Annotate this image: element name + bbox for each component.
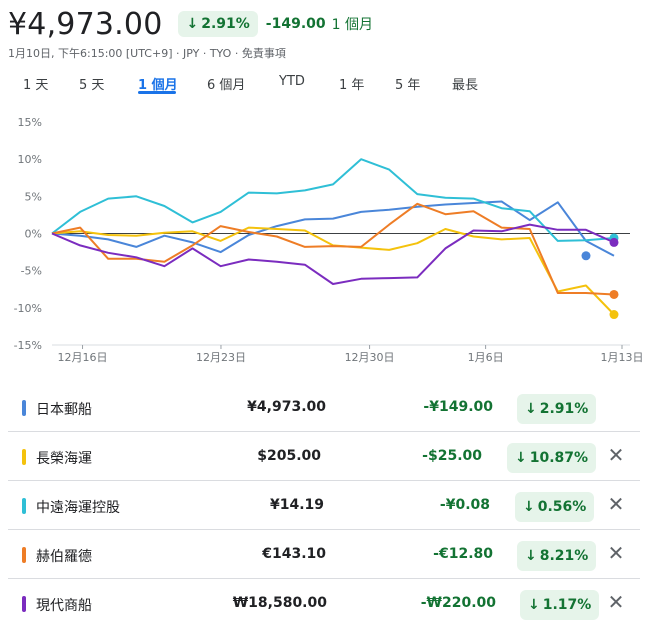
tab-max[interactable]: 最長 — [452, 78, 479, 93]
list-item[interactable]: 長榮海運 $205.00 -$25.00 ↓ 10.87% ✕ — [8, 432, 640, 481]
series-color-marker — [22, 547, 26, 563]
stock-price: ₩18,580.00 — [232, 595, 327, 611]
company-name: 中遠海運控股 — [36, 500, 120, 516]
stock-price: $205.00 — [257, 448, 321, 464]
x-tick-label: 12月16日 — [58, 351, 108, 364]
percent-change-badge: ↓ 8.21% — [517, 541, 597, 571]
quote-header: ¥4,973.00 ↓ 2.91% -149.00 1 個月 — [8, 4, 373, 44]
y-tick-label: -5% — [21, 265, 42, 278]
percent-change-value: 8.21% — [539, 548, 589, 564]
series-end-point — [609, 237, 619, 247]
series-end-point — [609, 310, 619, 320]
percent-change-badge: ↓ 2.91% — [178, 11, 258, 37]
percent-change-badge: ↓ 0.56% — [515, 492, 595, 522]
x-tick-label: 12月30日 — [345, 351, 395, 364]
list-item[interactable]: 現代商船 ₩18,580.00 -₩220.00 ↓ 1.17% ✕ — [8, 579, 640, 627]
price-change: -¥149.00 — [423, 399, 493, 415]
series-color-marker — [22, 498, 26, 514]
price-change: -₩220.00 — [420, 595, 496, 611]
company-name: 赫伯羅德 — [36, 549, 92, 565]
series-end-point — [609, 289, 619, 299]
y-tick-label: -15% — [14, 339, 42, 352]
price-change: -¥0.08 — [439, 497, 490, 513]
active-tab-indicator — [138, 91, 176, 94]
tab-1-year[interactable]: 1 年 — [339, 78, 365, 93]
percent-change-value: 10.87% — [529, 450, 589, 466]
period-label: 1 個月 — [331, 17, 373, 33]
tab-ytd[interactable]: YTD — [279, 74, 305, 89]
price-change: -€12.80 — [433, 546, 493, 562]
percent-change-value: 2.91% — [539, 401, 589, 417]
company-name: 現代商船 — [36, 598, 92, 614]
close-icon[interactable]: ✕ — [607, 541, 625, 565]
percent-change-badge: ↓ 1.17% — [520, 590, 600, 620]
list-item[interactable]: 赫伯羅德 €143.10 -€12.80 ↓ 8.21% ✕ — [8, 530, 640, 579]
y-tick-label: 5% — [25, 190, 42, 203]
series-color-marker — [22, 596, 26, 612]
down-arrow-icon: ↓ — [525, 401, 537, 417]
y-tick-label: -10% — [14, 302, 42, 315]
tab-5-day[interactable]: 5 天 — [79, 78, 105, 93]
x-tick-label: 1月6日 — [468, 351, 504, 364]
percent-change-value: 2.91% — [201, 16, 250, 32]
series-color-marker — [22, 449, 26, 465]
down-arrow-icon: ↓ — [525, 548, 537, 564]
percent-change-badge: ↓ 10.87% — [507, 443, 597, 473]
down-arrow-icon: ↓ — [528, 597, 540, 613]
tab-1-month[interactable]: 1 個月 — [138, 78, 178, 93]
price-change: -$25.00 — [422, 448, 482, 464]
series-line — [51, 202, 615, 296]
tab-1-day[interactable]: 1 天 — [23, 78, 49, 93]
percent-change-badge: ↓ 2.91% — [517, 394, 597, 424]
company-name: 日本郵船 — [36, 402, 92, 418]
close-icon[interactable]: ✕ — [607, 590, 625, 614]
tab-5-year[interactable]: 5 年 — [395, 78, 421, 93]
down-arrow-icon: ↓ — [523, 499, 535, 515]
x-tick-label: 12月23日 — [196, 351, 246, 364]
stock-price: ¥4,973.00 — [247, 399, 326, 415]
series-line — [51, 158, 615, 242]
percent-change-value: 1.17% — [542, 597, 592, 613]
stock-price: ¥14.19 — [269, 497, 324, 513]
series-line — [51, 200, 615, 257]
down-arrow-icon: ↓ — [186, 16, 199, 32]
y-tick-label: 10% — [18, 153, 42, 166]
company-name: 長榮海運 — [36, 451, 92, 467]
series-line — [51, 226, 615, 316]
series-end-point — [581, 251, 591, 261]
down-arrow-icon: ↓ — [515, 450, 527, 466]
x-tick-label: 1月13日 — [601, 351, 644, 364]
list-item[interactable]: 中遠海運控股 ¥14.19 -¥0.08 ↓ 0.56% ✕ — [8, 481, 640, 530]
comparison-chart[interactable]: 15% 10% 5% 0% -5% -10% -15% 12月16日 12月23日 12月30日 1… — [0, 108, 647, 370]
close-icon[interactable]: ✕ — [607, 443, 625, 467]
series-line — [51, 223, 615, 285]
tab-6-month[interactable]: 6 個月 — [207, 78, 246, 93]
close-icon[interactable]: ✕ — [607, 492, 625, 516]
stock-price: €143.10 — [262, 546, 326, 562]
range-tabs: 1 天 5 天 1 個月 6 個月 YTD 1 年 5 年 最長 — [0, 68, 647, 94]
quote-subline: 1月10日, 下午6:15:00 [UTC+9] · JPY · TYO · 免… — [8, 47, 286, 60]
absolute-change: -149.00 — [265, 16, 326, 32]
list-item[interactable]: 日本郵船 ¥4,973.00 -¥149.00 ↓ 2.91% — [8, 383, 640, 432]
series-color-marker — [22, 400, 26, 416]
y-tick-label: 0% — [25, 228, 42, 241]
current-price: ¥4,973.00 — [8, 6, 163, 42]
y-tick-label: 15% — [18, 116, 42, 129]
percent-change-value: 0.56% — [537, 499, 587, 515]
